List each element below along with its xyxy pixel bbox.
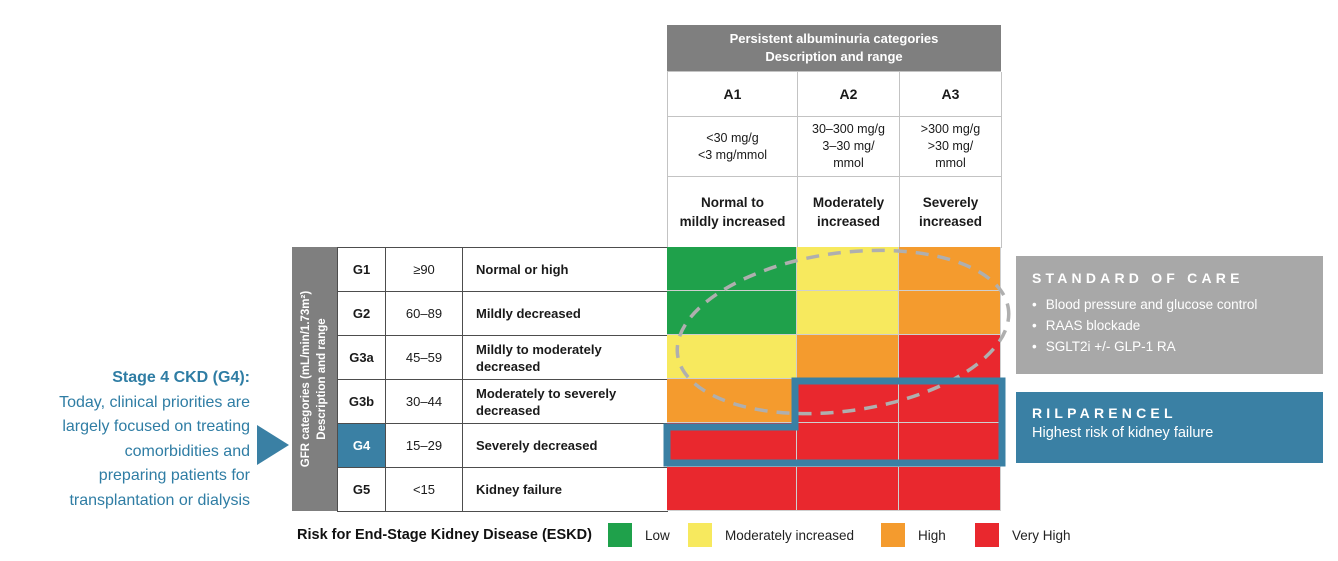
heatmap-cell [899, 335, 1001, 379]
legend-item: Moderately increased [688, 523, 854, 547]
albuminuria-range: 30–300 mg/g 3–30 mg/ mmol [798, 117, 900, 177]
legend-swatch-moderately-increased [688, 523, 712, 547]
gfr-range: 60–89 [386, 292, 463, 336]
albuminuria-description: Severely increased [900, 177, 1002, 248]
standard-of-care-title: STANDARD OF CARE [1032, 270, 1244, 286]
legend-item: Low [608, 523, 670, 547]
albuminuria-header: Persistent albuminuria categories Descri… [667, 25, 1001, 71]
heatmap-cell [667, 467, 797, 511]
heatmap-cell [797, 247, 899, 291]
gfr-row-label: G3b [338, 380, 386, 424]
gfr-description: Mildly to moderately decreased [463, 336, 668, 380]
heatmap-cell [899, 291, 1001, 335]
heatmap-cell [667, 423, 797, 467]
gfr-row-label: G1 [338, 248, 386, 292]
albuminuria-col-label: A2 [798, 72, 900, 117]
heatmap-cell [797, 291, 899, 335]
soc-bullet-text: RAAS blockade [1045, 318, 1141, 333]
bullet-icon: • [1032, 297, 1037, 312]
albuminuria-description: Moderately increased [798, 177, 900, 248]
legend-item: High [881, 523, 946, 547]
legend-label: Moderately increased [725, 527, 855, 543]
soc-bullet-text: SGLT2i +/- GLP-1 RA [1045, 339, 1176, 354]
heatmap-cell [667, 335, 797, 379]
gfr-row-label: G2 [338, 292, 386, 336]
soc-bullet-text: Blood pressure and glucose control [1045, 297, 1258, 312]
gfr-side-label: GFR categories (mL/min/1.73m²) Descripti… [300, 290, 329, 468]
albuminuria-table: A1 A2 A3 <30 mg/g <3 mg/mmol 30–300 mg/g… [667, 71, 1002, 248]
gfr-range: 30–44 [386, 380, 463, 424]
heatmap-cell [899, 423, 1001, 467]
stage4-annotation-heading: Stage 4 CKD (G4): [112, 369, 250, 386]
gfr-row-label: G5 [338, 468, 386, 512]
albuminuria-range: <30 mg/g <3 mg/mmol [668, 117, 798, 177]
heatmap-cell [899, 467, 1001, 511]
heatmap-cell [797, 467, 899, 511]
rilparencel-subtitle: Highest risk of kidney failure [1032, 425, 1214, 441]
legend-swatch-low [608, 523, 632, 547]
albuminuria-description: Normal to mildly increased [668, 177, 798, 248]
rilparencel-title: RILPARENCEL [1032, 405, 1177, 421]
heatmap-cell [899, 379, 1001, 423]
stage4-annotation: Stage 4 CKD (G4): Today, clinical priori… [0, 366, 250, 513]
soc-bullet-item: • SGLT2i +/- GLP-1 RA [1032, 336, 1307, 357]
heatmap-cell [667, 291, 797, 335]
heatmap-cell [667, 379, 797, 423]
gfr-row-label: G3a [338, 336, 386, 380]
gfr-range: 15–29 [386, 424, 463, 468]
bullet-icon: • [1032, 318, 1037, 333]
stage4-annotation-body: Today, clinical priorities are largely f… [59, 393, 250, 509]
gfr-range: 45–59 [386, 336, 463, 380]
legend-item: Very High [975, 523, 1071, 547]
gfr-range: ≥90 [386, 248, 463, 292]
risk-heatmap [667, 247, 1001, 511]
legend-label: Low [645, 527, 670, 543]
heatmap-cell [667, 247, 797, 291]
heatmap-cell [797, 379, 899, 423]
legend-label: High [918, 527, 946, 543]
gfr-description: Moderately to severely decreased [463, 380, 668, 424]
heatmap-cell [899, 247, 1001, 291]
gfr-side-band: GFR categories (mL/min/1.73m²) Descripti… [292, 247, 337, 511]
gfr-table: G1 ≥90 Normal or high G2 60–89 Mildly de… [337, 247, 668, 512]
gfr-description: Mildly decreased [463, 292, 668, 336]
legend-label: Very High [1012, 527, 1071, 543]
gfr-range: <15 [386, 468, 463, 512]
bullet-icon: • [1032, 339, 1037, 354]
legend-swatch-very-high [975, 523, 999, 547]
gfr-row-label-g4-highlighted: G4 [338, 424, 386, 468]
soc-bullet-item: • Blood pressure and glucose control [1032, 294, 1307, 315]
rilparencel-box: RILPARENCEL Highest risk of kidney failu… [1016, 392, 1323, 463]
albuminuria-range: >300 mg/g >30 mg/ mmol [900, 117, 1002, 177]
albuminuria-col-label: A3 [900, 72, 1002, 117]
arrow-right-icon [257, 425, 289, 465]
heatmap-cell [797, 423, 899, 467]
legend-title: Risk for End-Stage Kidney Disease (ESKD) [297, 527, 592, 543]
soc-bullet-item: • RAAS blockade [1032, 315, 1307, 336]
gfr-description: Severely decreased [463, 424, 668, 468]
standard-of-care-box: STANDARD OF CARE • Blood pressure and gl… [1016, 256, 1323, 374]
albuminuria-col-label: A1 [668, 72, 798, 117]
gfr-description: Normal or high [463, 248, 668, 292]
legend-swatch-high [881, 523, 905, 547]
heatmap-cell [797, 335, 899, 379]
gfr-description: Kidney failure [463, 468, 668, 512]
